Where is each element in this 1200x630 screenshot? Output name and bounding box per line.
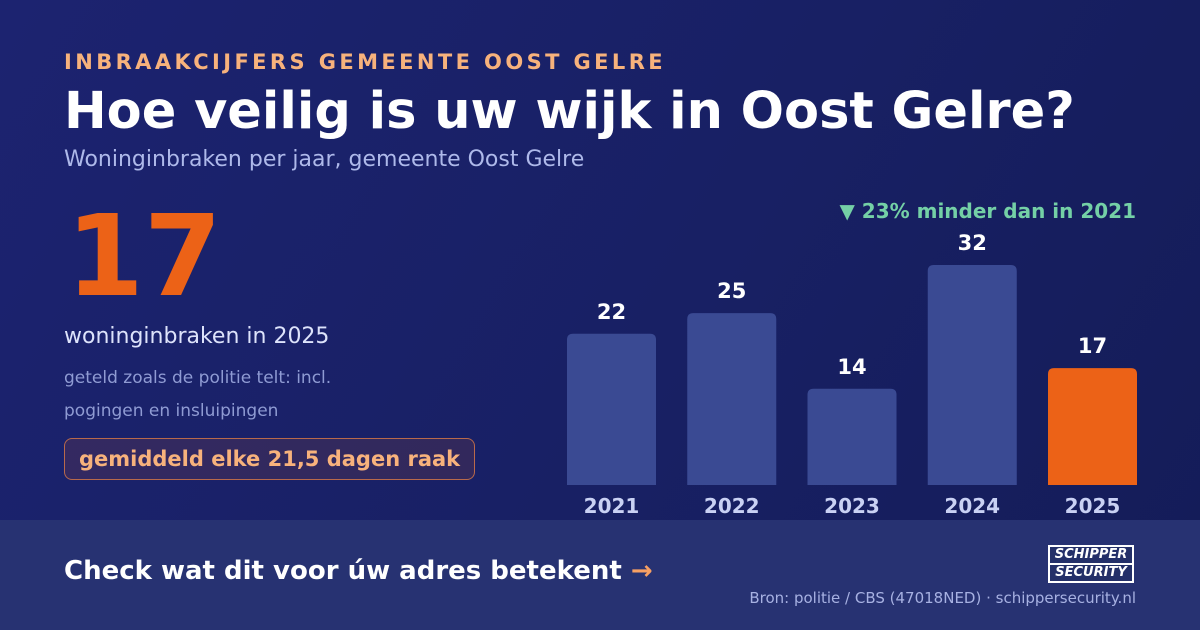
x-tick-label-2025: 2025 [1065, 494, 1121, 518]
data-label-2022: 25 [717, 279, 746, 303]
bar-2023 [807, 388, 897, 485]
footer-bar: Check wat dit voor úw adres betekent → S… [0, 520, 1200, 630]
frequency-badge: gemiddeld elke 21,5 dagen raak [64, 438, 476, 480]
x-tick-label-2022: 2022 [704, 494, 760, 518]
x-tick-label-2024: 2024 [944, 494, 1000, 518]
data-label-2025: 17 [1078, 334, 1107, 358]
cta-link[interactable]: Check wat dit voor úw adres betekent → [64, 556, 653, 586]
bar-2021 [567, 333, 656, 485]
trend-indicator: ▼ 23% minder dan in 2021 [839, 199, 1136, 223]
brand-logo: SCHIPPER SECURITY [1048, 545, 1134, 583]
source-note: Bron: politie / CBS (47018NED) · schippe… [749, 589, 1136, 607]
arrow-right-icon[interactable]: → [630, 556, 653, 586]
eyebrow-heading: INBRAAKCIJFERS GEMEENTE OOST GELRE [64, 50, 667, 74]
bar-2025 [1048, 368, 1137, 485]
data-label-2024: 32 [958, 231, 987, 255]
highlight-stat-value: 17 [66, 192, 222, 322]
cta-text[interactable]: Check wat dit voor úw adres betekent [64, 556, 622, 586]
page-subtitle: Woninginbraken per jaar, gemeente Oost G… [64, 147, 585, 172]
logo-text-bottom: SECURITY [1050, 563, 1132, 581]
logo-text-top: SCHIPPER [1054, 547, 1128, 562]
page-title: Hoe veilig is uw wijk in Oost Gelre? [64, 82, 1075, 141]
bar-2024 [927, 265, 1017, 485]
data-label-2021: 22 [597, 300, 626, 324]
x-tick-label-2021: 2021 [584, 494, 640, 518]
highlight-stat-label: woninginbraken in 2025 [64, 324, 330, 349]
data-label-2023: 14 [837, 355, 866, 379]
highlight-stat-note: geteld zoals de politie telt: incl. pogi… [64, 368, 332, 421]
x-tick-label-2023: 2023 [824, 494, 880, 518]
bar-2022 [687, 313, 777, 485]
